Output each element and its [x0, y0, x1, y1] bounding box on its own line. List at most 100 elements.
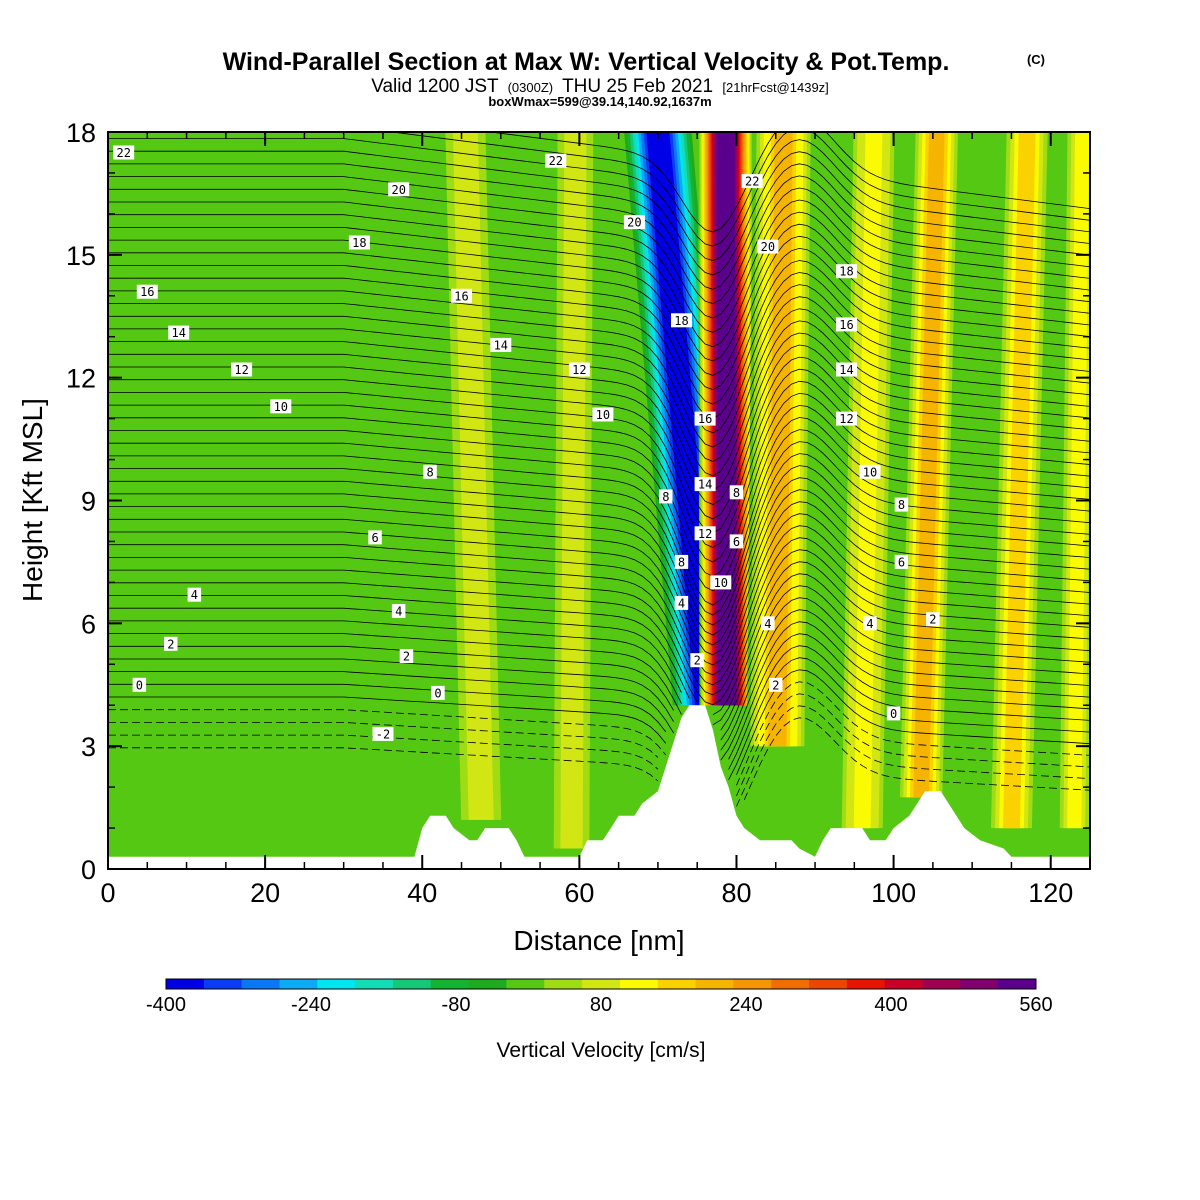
y-tick-label: 3	[81, 732, 96, 762]
theta-contour-label: 4	[863, 616, 877, 631]
colorbar-tick-label: 240	[729, 994, 762, 1016]
theta-contour-label: 10	[860, 465, 881, 480]
theta-label-text: 0	[136, 678, 143, 692]
theta-contour-label: -2	[373, 727, 394, 742]
theta-contour-label: 18	[836, 264, 857, 279]
theta-contour-label: 6	[895, 555, 909, 570]
colorbar-swatch	[582, 979, 620, 989]
theta-contour-label: 4	[675, 596, 689, 611]
theta-label-text: -2	[376, 727, 390, 741]
x-tick-label: 0	[100, 878, 115, 908]
chart-title: Wind-Parallel Section at Max W: Vertical…	[223, 48, 950, 76]
theta-contour-label: 14	[168, 326, 189, 341]
theta-contour-label: 14	[836, 363, 857, 378]
colorbar-swatch	[317, 979, 355, 989]
theta-contour-label: 6	[730, 534, 744, 549]
colorbar-swatch	[242, 979, 280, 989]
colorbar: -400 -240 -80 80 240 400 560	[146, 979, 1053, 1016]
theta-label-text: 20	[627, 216, 641, 230]
theta-label-text: 18	[352, 236, 366, 250]
theta-label-text: 14	[698, 478, 712, 492]
colorbar-swatch	[544, 979, 582, 989]
colorbar-swatch	[809, 979, 847, 989]
theta-contour-label: 20	[624, 215, 645, 230]
theta-contour-label: 16	[137, 285, 158, 300]
theta-label-text: 16	[454, 289, 468, 303]
theta-contour-label: 16	[836, 317, 857, 332]
theta-contour-label: 2	[690, 653, 704, 668]
colorbar-swatch	[393, 979, 431, 989]
colorbar-swatch	[204, 979, 242, 989]
colorbar-label: Vertical Velocity [cm/s]	[497, 1039, 706, 1062]
theta-label-text: 6	[898, 555, 905, 569]
y-tick-label: 15	[66, 241, 96, 271]
box-info: boxWmax=599@39.14,140.92,1637m	[488, 94, 711, 109]
colorbar-swatch	[431, 979, 469, 989]
colorbar-swatch	[998, 979, 1036, 989]
theta-contour-label: 12	[569, 363, 590, 378]
theta-contour-label: 10	[710, 575, 731, 590]
colorbar-swatch	[658, 979, 696, 989]
theta-contour-label: 14	[695, 477, 716, 492]
theta-label-text: 10	[596, 408, 610, 422]
theta-label-text: 8	[733, 486, 740, 500]
theta-label-text: 6	[371, 531, 378, 545]
theta-contour-label: 4	[188, 588, 202, 603]
theta-label-text: 4	[395, 605, 402, 619]
theta-contour-label: 14	[490, 338, 511, 353]
theta-label-text: 2	[167, 637, 174, 651]
theta-contour-label: 12	[695, 526, 716, 541]
colorbar-swatch	[885, 979, 923, 989]
theta-label-text: 12	[572, 363, 586, 377]
x-tick-label: 60	[564, 878, 594, 908]
x-axis-label: Distance [nm]	[513, 925, 684, 956]
theta-contour-label: 22	[545, 154, 566, 169]
colorbar-swatch	[733, 979, 771, 989]
theta-label-text: 2	[403, 650, 410, 664]
y-tick-label: 0	[81, 855, 96, 885]
theta-contour-label: 8	[895, 498, 909, 512]
theta-label-text: 4	[191, 588, 198, 602]
theta-label-text: 8	[898, 498, 905, 512]
theta-label-text: 14	[494, 338, 508, 352]
colorbar-swatch	[923, 979, 961, 989]
colorbar-swatch	[847, 979, 885, 989]
colorbar-swatch	[355, 979, 393, 989]
theta-label-text: 14	[839, 363, 853, 377]
theta-contour-label: 8	[730, 485, 744, 500]
colorbar-swatch	[469, 979, 507, 989]
valid-utc: (0300Z)	[508, 80, 554, 95]
theta-label-text: 10	[714, 576, 728, 590]
theta-contour-label: 4	[761, 616, 775, 631]
theta-label-text: 2	[694, 654, 701, 668]
theta-contour-label: 12	[231, 363, 252, 378]
theta-label-text: 18	[674, 314, 688, 328]
colorbar-swatch	[960, 979, 998, 989]
theta-contour-label: 4	[392, 604, 406, 619]
colorbar-tick-label: -400	[146, 994, 186, 1016]
theta-label-text: 10	[863, 465, 877, 479]
theta-label-text: 2	[772, 678, 779, 692]
theta-label-text: 6	[733, 535, 740, 549]
colorbar-tick-label: 400	[874, 994, 907, 1016]
forecast-info: [21hrFcst@1439z]	[722, 80, 828, 95]
theta-contour-label: 2	[164, 637, 178, 652]
theta-contour-label: 20	[757, 240, 778, 255]
theta-label-text: 14	[171, 326, 185, 340]
theta-contour-label: 20	[388, 182, 409, 197]
theta-contour-label: 12	[836, 412, 857, 427]
theta-contour-label: 22	[113, 146, 134, 161]
theta-contour-label: 2	[400, 649, 414, 664]
x-tick-label: 100	[871, 878, 916, 908]
colorbar-swatch	[771, 979, 809, 989]
x-tick-label: 80	[721, 878, 751, 908]
theta-label-text: 2	[929, 613, 936, 627]
theta-label-text: 16	[839, 318, 853, 332]
y-tick-label: 6	[81, 609, 96, 639]
colorbar-swatch	[279, 979, 317, 989]
theta-contour-label: 8	[675, 555, 689, 570]
theta-label-text: 20	[761, 240, 775, 254]
colorbar-swatch	[166, 979, 204, 989]
theta-contour-label: 6	[368, 530, 382, 545]
